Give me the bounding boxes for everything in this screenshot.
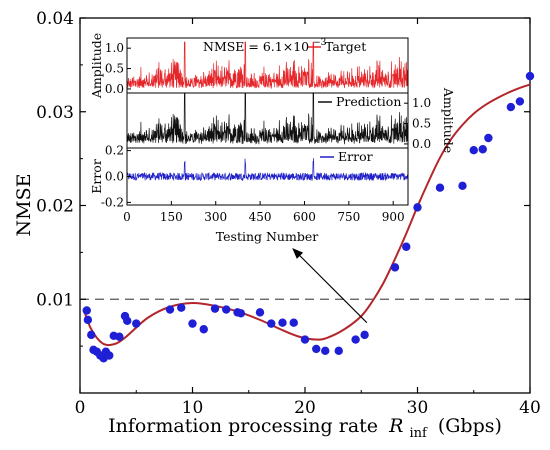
x-tick-label: 0 bbox=[75, 398, 86, 418]
fit-curve bbox=[82, 83, 531, 347]
data-point bbox=[300, 335, 310, 344]
x-axis-title: Information processing rate R inf (Gbps) bbox=[108, 415, 502, 442]
inset-y-tick-label: 1.0 bbox=[105, 41, 124, 55]
inset-pointer-arrow bbox=[292, 248, 368, 324]
data-point bbox=[506, 102, 516, 112]
data-point bbox=[188, 319, 197, 328]
x-tick-label: 40 bbox=[519, 398, 541, 418]
data-point bbox=[115, 332, 124, 341]
inset-y-tick-label: -0.2 bbox=[101, 195, 124, 209]
data-point bbox=[515, 97, 525, 106]
y-axis-title: NMSE bbox=[13, 174, 35, 237]
data-point bbox=[199, 325, 208, 334]
y-tick-label: 0.04 bbox=[36, 9, 74, 29]
inset-signal-error bbox=[126, 158, 409, 182]
inset-nmse-text: NMSE = 6.1×10 −3 bbox=[203, 38, 327, 54]
inset-y-tick-label: 0.5 bbox=[105, 62, 124, 76]
data-point bbox=[458, 181, 467, 191]
data-point bbox=[267, 319, 276, 328]
data-point bbox=[360, 330, 369, 340]
data-point bbox=[83, 315, 93, 325]
x-axis-title-unit: (Gbps) bbox=[438, 415, 502, 437]
inset-y-tick-label: 0.0 bbox=[105, 82, 124, 96]
inset-y-tick-label: 1.0 bbox=[412, 96, 431, 110]
inset-x-tick-label: 900 bbox=[382, 210, 405, 224]
data-point bbox=[289, 318, 298, 327]
x-axis-title-symbol: R bbox=[388, 415, 403, 437]
data-point bbox=[222, 305, 231, 314]
data-point bbox=[312, 344, 321, 354]
inset-y-tick-label: 0.2 bbox=[105, 144, 124, 158]
data-point bbox=[525, 71, 535, 81]
inset-y-tick-label: 0.0 bbox=[105, 170, 124, 184]
data-point bbox=[177, 303, 186, 312]
x-tick-label: 20 bbox=[294, 398, 316, 418]
inset-y-axis-title: Amplitude bbox=[89, 33, 104, 99]
x-tick-label: 30 bbox=[407, 398, 429, 418]
inset-legend-label: Prediction bbox=[336, 94, 401, 109]
inset-y-axis-title: Error bbox=[89, 159, 104, 194]
inset-y-tick-label: 0.0 bbox=[412, 137, 431, 151]
data-point bbox=[255, 308, 265, 317]
data-point bbox=[278, 318, 287, 327]
data-point bbox=[236, 309, 246, 318]
data-point bbox=[132, 319, 141, 328]
data-point bbox=[123, 316, 132, 326]
inset-legend-label: Error bbox=[338, 149, 373, 164]
x-axis-title-text: Information processing rate bbox=[108, 415, 378, 437]
inset-x-axis-title: Testing Number bbox=[216, 229, 318, 244]
data-point bbox=[87, 330, 96, 340]
data-point bbox=[82, 306, 91, 315]
inset-y-tick-label: 0.5 bbox=[412, 117, 431, 131]
data-point bbox=[402, 242, 411, 251]
inset-legend-label: Target bbox=[325, 39, 366, 54]
data-point bbox=[321, 346, 330, 356]
data-point bbox=[478, 145, 487, 154]
inset-background bbox=[127, 32, 408, 207]
data-point bbox=[390, 263, 400, 272]
inset-x-tick-label: 750 bbox=[337, 210, 360, 224]
inset-x-tick-label: 0 bbox=[123, 210, 131, 224]
data-point bbox=[165, 305, 175, 314]
data-point bbox=[210, 304, 220, 313]
inset-x-tick-label: 150 bbox=[160, 210, 183, 224]
x-axis-title-subscript: inf bbox=[409, 426, 428, 441]
data-point bbox=[469, 145, 478, 155]
data-point bbox=[484, 133, 493, 143]
data-point bbox=[413, 203, 422, 212]
y-tick-label: 0.03 bbox=[36, 103, 74, 123]
y-tick-label: 0.01 bbox=[36, 290, 74, 310]
data-point bbox=[351, 335, 360, 344]
inset-x-tick-label: 450 bbox=[249, 210, 272, 224]
data-point bbox=[334, 346, 343, 356]
inset-x-tick-label: 600 bbox=[293, 210, 316, 224]
inset-y-axis-title: Amplitude bbox=[441, 87, 456, 153]
inset-signal-prediction bbox=[126, 92, 409, 145]
data-point bbox=[435, 183, 445, 192]
data-point bbox=[105, 351, 114, 360]
inset-x-tick-label: 300 bbox=[204, 210, 227, 224]
x-tick-label: 10 bbox=[182, 398, 204, 418]
y-tick-label: 0.02 bbox=[36, 197, 74, 217]
inset-signal-target bbox=[126, 41, 409, 90]
